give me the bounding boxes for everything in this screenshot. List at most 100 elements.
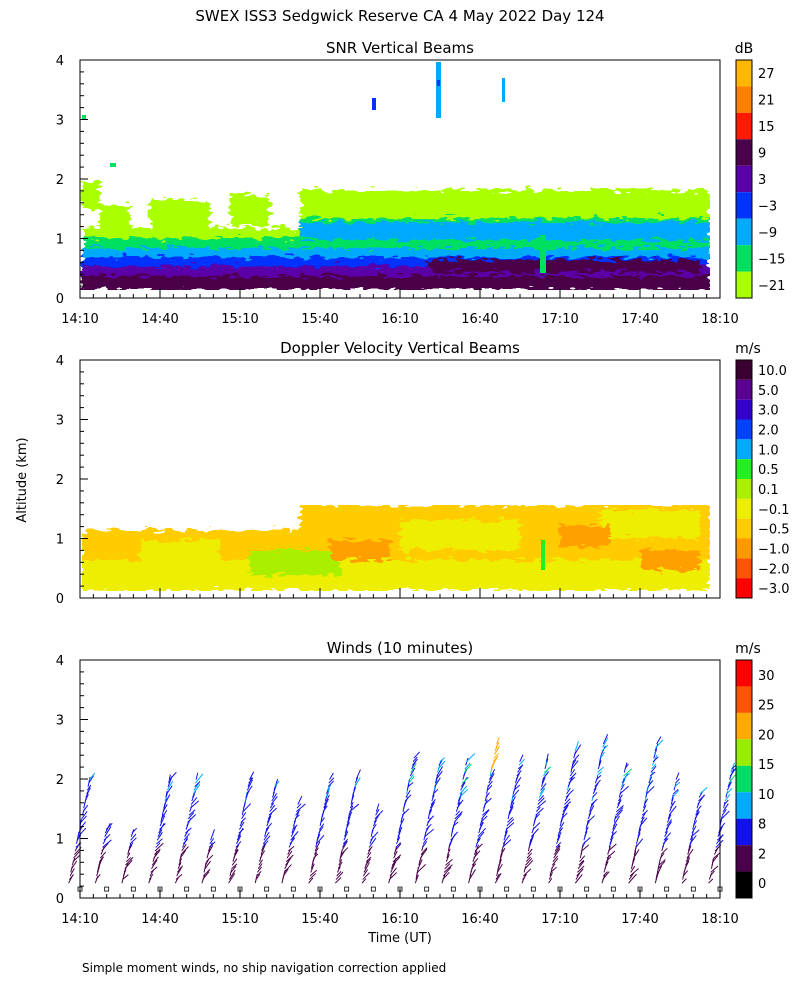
wind-barb bbox=[179, 849, 187, 859]
colorbar-label: −15 bbox=[758, 252, 785, 267]
wind-barb bbox=[628, 873, 637, 884]
wind-barb bbox=[601, 744, 609, 752]
wind-barb bbox=[195, 773, 204, 784]
colorbar-label: −2.0 bbox=[758, 562, 790, 577]
colorbar-label: 0.1 bbox=[758, 483, 779, 498]
doppler-panel-title: Doppler Velocity Vertical Beams bbox=[280, 339, 520, 357]
colorbar-swatch bbox=[736, 479, 752, 499]
wind-barb bbox=[394, 843, 402, 852]
wind-barb bbox=[495, 873, 500, 880]
colorbar-swatch bbox=[736, 498, 752, 519]
colorbar-swatch bbox=[736, 558, 752, 579]
wind-barb bbox=[622, 772, 631, 780]
colorbar-label: −3 bbox=[758, 199, 777, 214]
wind-barb bbox=[374, 810, 384, 820]
wind-barb bbox=[724, 793, 731, 802]
wind-barb bbox=[86, 784, 92, 791]
wind-barb bbox=[721, 809, 727, 816]
wind-barb bbox=[368, 846, 373, 852]
wind-barb bbox=[684, 860, 690, 870]
colorbar-swatch bbox=[736, 686, 752, 713]
wind-barb bbox=[556, 831, 562, 841]
wind-barb bbox=[648, 776, 653, 784]
wind-barb bbox=[486, 785, 493, 791]
y-tick-label: 2 bbox=[56, 473, 64, 488]
colorbar-swatch bbox=[736, 271, 752, 298]
wind-barb bbox=[187, 812, 195, 820]
wind-barb bbox=[392, 854, 402, 863]
wind-profile bbox=[601, 762, 633, 892]
wind-barb bbox=[410, 763, 417, 773]
wind-profile bbox=[148, 771, 177, 892]
wind-barb bbox=[408, 775, 415, 784]
y-tick-label: 4 bbox=[56, 654, 64, 669]
wind-barb bbox=[313, 853, 319, 859]
wind-barb bbox=[532, 822, 541, 830]
wind-barb bbox=[608, 843, 617, 852]
wind-barb bbox=[169, 771, 177, 780]
wind-barb bbox=[129, 837, 137, 845]
wind-barb bbox=[610, 831, 617, 838]
wind-barb bbox=[103, 833, 111, 841]
wind-barb bbox=[555, 842, 562, 848]
wind-barb bbox=[399, 818, 405, 827]
snr-axes: 14:10 14:40 15:10 15:40 16:10 16:40 17:10 17:40… bbox=[56, 54, 739, 327]
wind-surface-marker bbox=[690, 886, 696, 892]
wind-surface-marker bbox=[450, 886, 456, 892]
wind-barb bbox=[290, 831, 299, 841]
wind-barb bbox=[295, 809, 301, 816]
wind-barb bbox=[665, 821, 672, 830]
wind-barb bbox=[159, 823, 166, 830]
wind-barb bbox=[148, 877, 152, 884]
doppler-field bbox=[82, 505, 710, 591]
colorbar-label: 25 bbox=[758, 699, 775, 714]
wind-barb bbox=[354, 777, 361, 787]
colorbar-swatch bbox=[736, 518, 752, 539]
wind-profile bbox=[174, 772, 204, 892]
wind-barb bbox=[238, 821, 245, 830]
wind-barb bbox=[318, 826, 324, 834]
wind-barb bbox=[424, 828, 434, 838]
y-tick-label: 3 bbox=[56, 714, 64, 729]
wind-barb bbox=[328, 777, 335, 784]
wind-barb bbox=[614, 809, 623, 820]
wind-barb bbox=[597, 766, 604, 773]
wind-barb bbox=[388, 872, 397, 880]
footnote: Simple moment winds, no ship navigation … bbox=[82, 961, 446, 975]
wind-barb bbox=[443, 864, 453, 873]
wind-barb bbox=[558, 821, 565, 830]
x-tick-label: 17:40 bbox=[621, 312, 658, 327]
wind-barb bbox=[156, 831, 163, 841]
wind-barb bbox=[517, 764, 524, 770]
wind-surface-marker bbox=[424, 886, 430, 892]
wind-barb bbox=[268, 807, 278, 816]
wind-profile bbox=[68, 772, 96, 892]
wind-barb bbox=[151, 856, 159, 866]
wind-barb bbox=[568, 776, 576, 784]
wind-barb bbox=[723, 801, 726, 809]
wind-barb bbox=[192, 783, 201, 795]
wind-barb bbox=[86, 787, 91, 795]
wind-barb bbox=[729, 768, 736, 777]
wind-barb bbox=[309, 869, 318, 877]
colorbar-label: 3.0 bbox=[758, 404, 779, 419]
wind-barb bbox=[157, 829, 163, 837]
wind-barb bbox=[712, 855, 719, 863]
wind-barb bbox=[248, 777, 254, 784]
wind-barb bbox=[692, 822, 695, 830]
wind-barb bbox=[289, 837, 296, 845]
wind-barb bbox=[597, 760, 602, 770]
colorbar-label: −3.0 bbox=[758, 582, 790, 597]
wind-barb bbox=[492, 756, 498, 763]
wind-barb bbox=[190, 797, 198, 805]
wind-barb bbox=[308, 873, 317, 880]
wind-barb bbox=[699, 786, 708, 795]
wind-barb bbox=[255, 873, 261, 880]
wind-barb bbox=[685, 855, 690, 862]
wind-profile bbox=[361, 803, 384, 892]
wind-profile bbox=[441, 753, 476, 892]
wind-barb bbox=[551, 857, 559, 866]
x-tick-label: 18:10 bbox=[701, 912, 738, 927]
wind-barb bbox=[569, 769, 576, 777]
wind-surface-marker bbox=[104, 886, 110, 892]
